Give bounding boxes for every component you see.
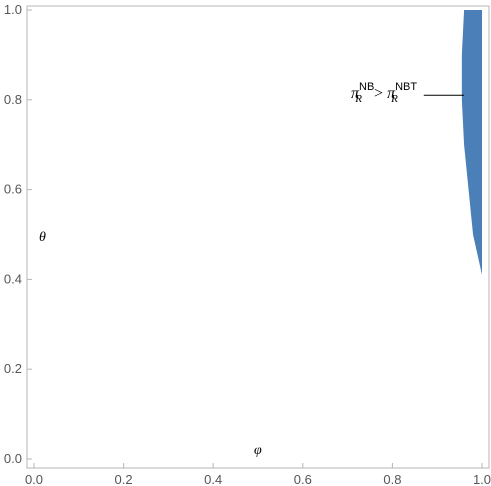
x-tick-label: 0.2 xyxy=(115,472,133,486)
y-tick-label: 0.0 xyxy=(4,451,22,466)
y-tick-label: 0.8 xyxy=(4,92,22,107)
x-tick-label: 0.0 xyxy=(25,472,43,486)
region-annotation: πNB R > πNBT R xyxy=(351,81,417,105)
y-axis-label: θ xyxy=(39,230,46,245)
x-axis-label: φ xyxy=(254,443,262,458)
plot-frame xyxy=(26,5,490,469)
x-tick-label: 0.4 xyxy=(204,472,222,486)
x-tick-label: 1.0 xyxy=(473,472,491,486)
feasible-region xyxy=(461,10,482,275)
y-tick-label: 0.4 xyxy=(4,271,22,286)
y-tick-label: 0.6 xyxy=(4,182,22,197)
x-tick-label: 0.6 xyxy=(294,472,312,486)
y-tick-label: 1.0 xyxy=(4,2,22,17)
x-tick-label: 0.8 xyxy=(383,472,401,486)
y-tick-label: 0.2 xyxy=(4,361,22,376)
